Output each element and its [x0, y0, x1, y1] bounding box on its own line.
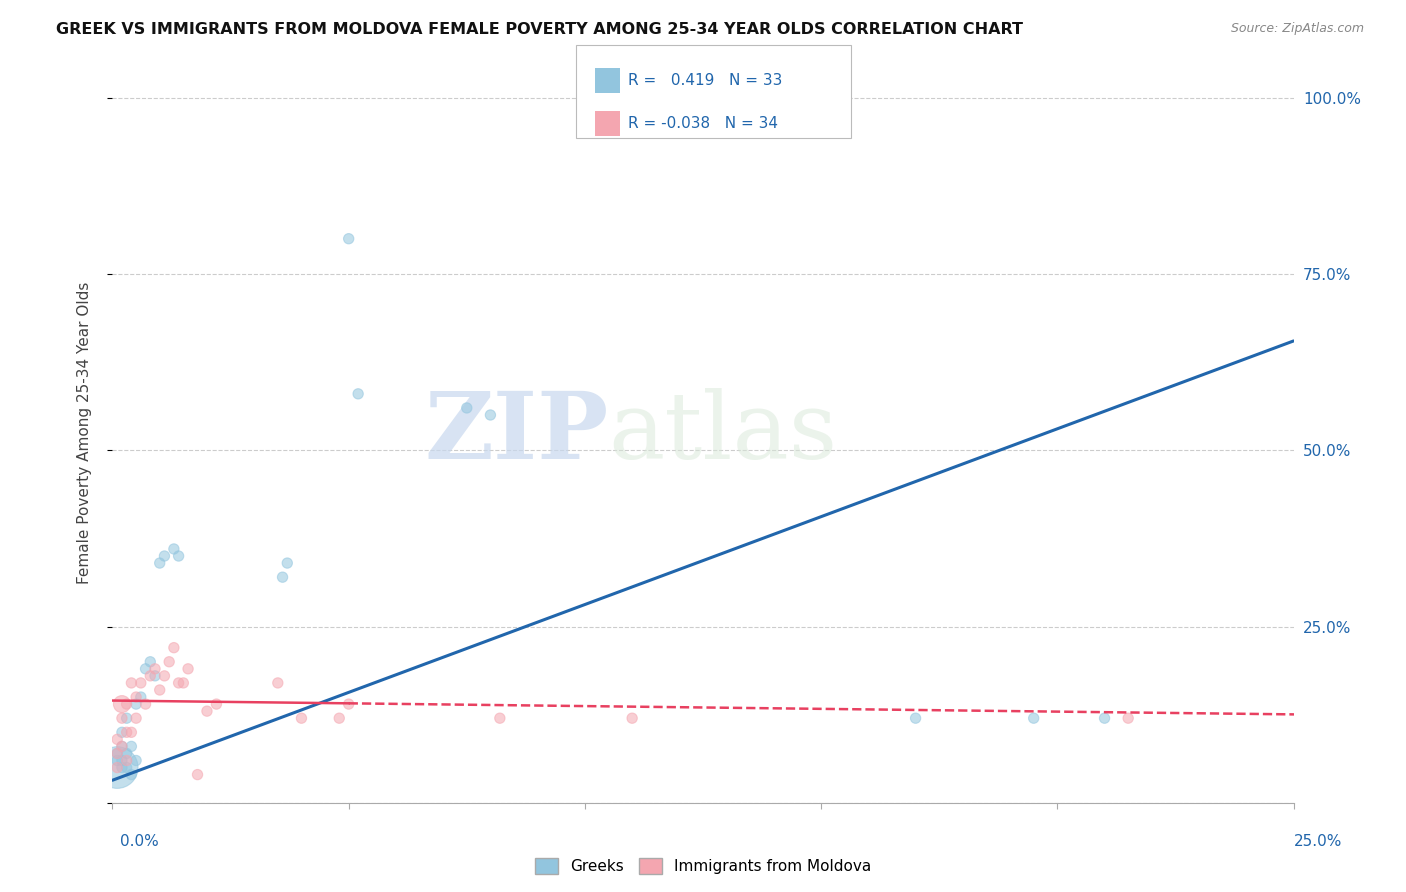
Text: Source: ZipAtlas.com: Source: ZipAtlas.com [1230, 22, 1364, 36]
Point [105, 747, 128, 761]
Point [139, 655, 162, 669]
Text: 0.0%: 0.0% [120, 834, 159, 849]
Point [111, 754, 134, 768]
Point [1094, 711, 1116, 725]
Point [157, 655, 180, 669]
Point [111, 725, 134, 739]
Point [115, 747, 138, 761]
Point [115, 711, 138, 725]
Point [120, 767, 142, 781]
Point [139, 669, 162, 683]
Point [120, 725, 142, 739]
Point [186, 767, 208, 781]
Text: atlas: atlas [609, 388, 838, 477]
Point [125, 754, 148, 768]
Point [135, 662, 157, 676]
Text: 25.0%: 25.0% [1295, 834, 1343, 849]
Point [167, 676, 190, 690]
Point [456, 401, 478, 415]
Point [621, 112, 644, 126]
Text: ZIP: ZIP [425, 388, 609, 477]
Point [267, 676, 290, 690]
Point [205, 697, 228, 711]
Point [167, 549, 190, 563]
Point [111, 697, 134, 711]
Point [904, 711, 927, 725]
Point [120, 739, 142, 754]
Point [149, 556, 172, 570]
Text: R = -0.038   N = 34: R = -0.038 N = 34 [628, 116, 779, 131]
Point [111, 760, 134, 774]
Point [125, 690, 148, 704]
Point [111, 711, 134, 725]
Point [163, 541, 186, 556]
Point [115, 697, 138, 711]
Point [129, 690, 152, 704]
Point [574, 91, 596, 105]
Point [276, 556, 298, 570]
Point [337, 697, 360, 711]
Point [135, 697, 157, 711]
Point [115, 725, 138, 739]
Point [115, 754, 138, 768]
Point [105, 732, 128, 747]
Point [1022, 711, 1045, 725]
Point [489, 711, 512, 725]
Point [143, 662, 166, 676]
Point [195, 704, 218, 718]
Point [290, 711, 312, 725]
Point [337, 232, 360, 246]
Point [143, 669, 166, 683]
Point [271, 570, 294, 584]
Text: R =   0.419   N = 33: R = 0.419 N = 33 [628, 73, 783, 88]
Point [105, 747, 128, 761]
Point [105, 754, 128, 768]
Point [172, 676, 194, 690]
Point [163, 640, 186, 655]
Point [125, 711, 148, 725]
Point [328, 711, 350, 725]
Point [115, 760, 138, 774]
Point [621, 711, 644, 725]
Point [153, 549, 176, 563]
Point [153, 669, 176, 683]
Point [347, 387, 370, 401]
Text: GREEK VS IMMIGRANTS FROM MOLDOVA FEMALE POVERTY AMONG 25-34 YEAR OLDS CORRELATIO: GREEK VS IMMIGRANTS FROM MOLDOVA FEMALE … [56, 22, 1024, 37]
Point [177, 662, 200, 676]
Point [111, 739, 134, 754]
Point [111, 739, 134, 754]
Point [105, 760, 128, 774]
Point [105, 760, 128, 774]
Legend: Greeks, Immigrants from Moldova: Greeks, Immigrants from Moldova [529, 852, 877, 880]
Point [479, 408, 502, 422]
Point [1116, 711, 1139, 725]
Point [125, 697, 148, 711]
Point [149, 683, 172, 698]
Point [129, 676, 152, 690]
Point [120, 676, 142, 690]
Y-axis label: Female Poverty Among 25-34 Year Olds: Female Poverty Among 25-34 Year Olds [77, 282, 91, 583]
